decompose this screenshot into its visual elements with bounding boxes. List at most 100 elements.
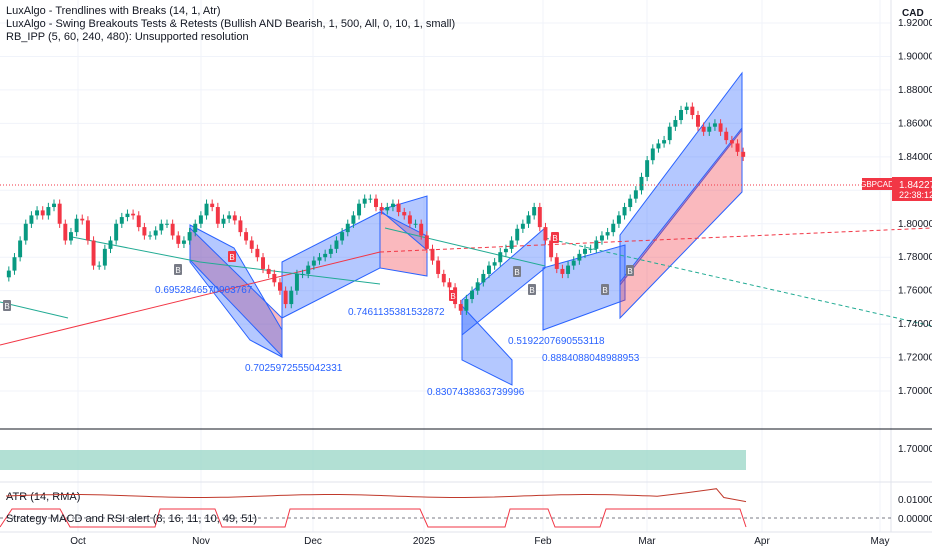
- candle-body[interactable]: [108, 240, 113, 249]
- candle-body[interactable]: [46, 207, 51, 216]
- candle-body[interactable]: [323, 253, 328, 258]
- candle-body[interactable]: [656, 143, 661, 149]
- candle-body[interactable]: [701, 126, 706, 132]
- candle-body[interactable]: [667, 126, 672, 141]
- candle-body[interactable]: [696, 115, 700, 127]
- candle-body[interactable]: [328, 248, 333, 254]
- candle-body[interactable]: [176, 235, 181, 244]
- indicator-line-2[interactable]: LuxAlgo - Swing Breakouts Tests & Retest…: [6, 18, 455, 30]
- strategy-label[interactable]: Strategy MACD and RSI alert (8, 16, 11, …: [6, 513, 257, 525]
- candle-body[interactable]: [57, 203, 62, 224]
- candle-body[interactable]: [464, 299, 469, 311]
- candle-body[interactable]: [131, 213, 136, 216]
- candle-body[interactable]: [673, 120, 678, 127]
- candle-body[interactable]: [385, 207, 390, 211]
- candle-body[interactable]: [441, 273, 446, 283]
- candle-body[interactable]: [741, 151, 746, 157]
- candle-body[interactable]: [125, 213, 130, 218]
- candle-body[interactable]: [153, 230, 158, 236]
- candle-body[interactable]: [362, 198, 367, 204]
- candle-body[interactable]: [351, 215, 356, 224]
- candle-body[interactable]: [424, 235, 429, 249]
- candle-body[interactable]: [718, 123, 723, 132]
- candle-body[interactable]: [289, 290, 294, 305]
- candle-body[interactable]: [520, 223, 525, 229]
- candle-body[interactable]: [532, 207, 537, 216]
- candle-body[interactable]: [724, 131, 729, 141]
- candle-body[interactable]: [232, 215, 237, 221]
- candle-body[interactable]: [588, 248, 593, 250]
- candle-body[interactable]: [18, 240, 23, 258]
- candle-body[interactable]: [616, 215, 621, 224]
- candle-body[interactable]: [679, 109, 684, 121]
- atr-label[interactable]: ATR (14, RMA): [6, 491, 80, 503]
- candle-body[interactable]: [300, 273, 305, 275]
- candle-body[interactable]: [119, 217, 124, 224]
- candle-body[interactable]: [114, 223, 119, 241]
- candle-body[interactable]: [181, 240, 186, 244]
- candle-body[interactable]: [390, 203, 395, 208]
- candle-body[interactable]: [277, 282, 282, 291]
- candle-body[interactable]: [712, 123, 717, 127]
- candle-body[interactable]: [447, 282, 452, 288]
- candle-body[interactable]: [249, 240, 254, 249]
- candle-body[interactable]: [571, 260, 576, 266]
- candle-body[interactable]: [91, 240, 96, 266]
- candle-body[interactable]: [577, 253, 582, 261]
- candle-body[interactable]: [458, 304, 463, 311]
- candle-body[interactable]: [283, 290, 288, 305]
- candle-body[interactable]: [193, 223, 198, 233]
- candle-body[interactable]: [210, 203, 215, 208]
- candle-body[interactable]: [396, 203, 401, 213]
- candle-body[interactable]: [492, 262, 497, 266]
- candles[interactable]: [6, 102, 746, 315]
- candle-body[interactable]: [357, 203, 362, 216]
- candle-body[interactable]: [662, 140, 667, 144]
- candle-body[interactable]: [294, 273, 299, 291]
- candle-body[interactable]: [74, 218, 79, 233]
- candle-body[interactable]: [52, 203, 56, 208]
- candle-body[interactable]: [227, 215, 232, 219]
- candle-body[interactable]: [238, 220, 243, 233]
- candle-body[interactable]: [594, 240, 599, 249]
- candle-body[interactable]: [165, 223, 169, 225]
- candle-body[interactable]: [735, 143, 740, 152]
- candle-body[interactable]: [187, 232, 192, 241]
- candle-body[interactable]: [142, 227, 147, 236]
- candle-body[interactable]: [368, 198, 373, 200]
- candle-body[interactable]: [317, 257, 322, 261]
- candle-body[interactable]: [204, 203, 209, 216]
- candle-body[interactable]: [583, 248, 587, 254]
- candle-body[interactable]: [340, 232, 345, 241]
- candle-body[interactable]: [407, 215, 412, 224]
- candle-body[interactable]: [255, 248, 260, 258]
- candle-body[interactable]: [244, 232, 249, 241]
- candle-body[interactable]: [436, 260, 441, 274]
- candle-body[interactable]: [498, 252, 503, 263]
- candle-body[interactable]: [148, 235, 153, 237]
- candle-body[interactable]: [611, 223, 616, 233]
- candle-body[interactable]: [729, 140, 734, 144]
- candle-body[interactable]: [334, 240, 339, 249]
- candle-body[interactable]: [690, 106, 695, 116]
- candle-body[interactable]: [136, 215, 141, 228]
- candle-body[interactable]: [650, 148, 655, 161]
- candle-body[interactable]: [628, 198, 633, 208]
- candle-body[interactable]: [560, 268, 565, 274]
- candle-body[interactable]: [63, 223, 68, 241]
- candle-body[interactable]: [80, 218, 85, 221]
- candle-body[interactable]: [419, 223, 424, 236]
- candle-body[interactable]: [159, 223, 164, 231]
- candle-body[interactable]: [475, 282, 480, 291]
- indicator-line-3[interactable]: RB_IPP (5, 60, 240, 480): Unsupported re…: [6, 31, 249, 43]
- candle-body[interactable]: [402, 212, 407, 216]
- candle-body[interactable]: [605, 232, 610, 236]
- candle-body[interactable]: [215, 207, 220, 224]
- candle-body[interactable]: [379, 207, 384, 211]
- candle-body[interactable]: [6, 270, 11, 278]
- candle-body[interactable]: [481, 273, 486, 283]
- candle-body[interactable]: [526, 215, 531, 224]
- candle-body[interactable]: [622, 207, 627, 216]
- candle-body[interactable]: [221, 218, 226, 224]
